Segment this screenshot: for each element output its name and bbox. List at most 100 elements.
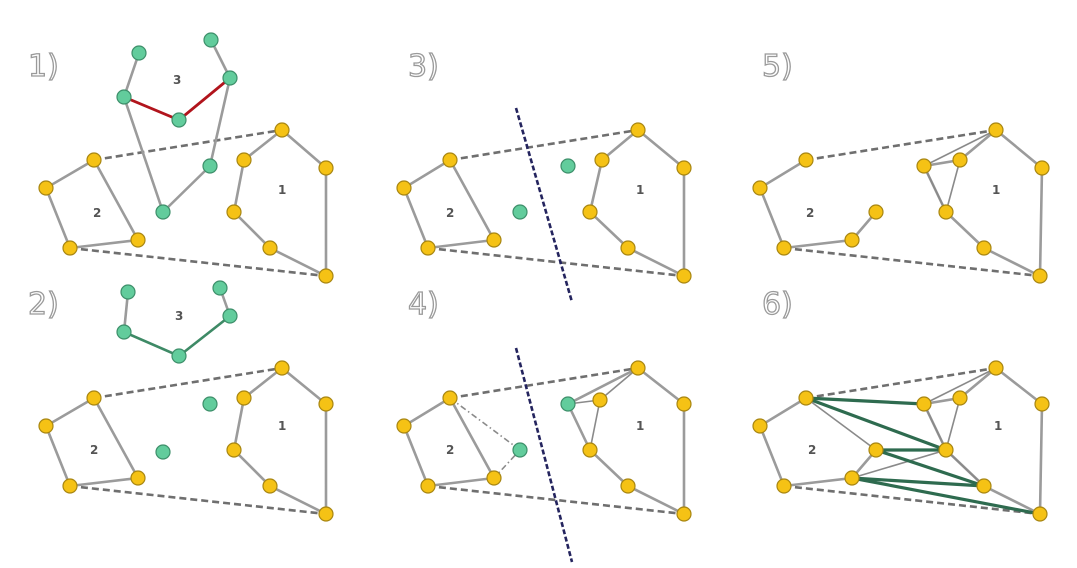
region-label-2: 2 xyxy=(93,206,101,220)
vertex xyxy=(442,152,458,168)
dashed-link xyxy=(93,128,283,162)
vertex xyxy=(938,204,954,220)
cut-line xyxy=(514,107,574,303)
region-label-1: 1 xyxy=(636,419,644,433)
vertex xyxy=(916,158,932,174)
chain-edge xyxy=(122,95,165,214)
chain-edge xyxy=(208,76,232,168)
panel-6: 6) xyxy=(752,286,1050,522)
panel-4: 4) 2 1 xyxy=(396,286,692,563)
vertex xyxy=(318,396,334,412)
vertex xyxy=(776,240,792,256)
vertex xyxy=(976,240,992,256)
vertex xyxy=(130,470,146,486)
thin-edge xyxy=(599,367,639,401)
polygon-2 xyxy=(402,396,497,488)
vertex xyxy=(512,204,528,220)
vertex xyxy=(560,396,576,412)
vertex xyxy=(592,392,608,408)
thin-edge xyxy=(945,397,961,451)
vertex xyxy=(226,204,242,220)
vertex xyxy=(676,160,692,176)
thin-edge xyxy=(923,129,997,167)
vertex xyxy=(222,70,238,86)
dashed-link xyxy=(69,484,327,516)
vertex xyxy=(752,418,768,434)
vertex xyxy=(120,284,136,300)
vertex xyxy=(203,32,219,48)
region-label-3: 3 xyxy=(175,309,183,323)
vertex xyxy=(1032,506,1048,522)
vertex xyxy=(86,390,102,406)
region-label-2: 2 xyxy=(808,443,816,457)
vertex xyxy=(86,152,102,168)
vertex-group xyxy=(396,360,692,522)
region-label-1: 1 xyxy=(278,183,286,197)
vertex xyxy=(776,478,792,494)
bridge-edge xyxy=(875,448,985,488)
vertex xyxy=(116,324,132,340)
vertex xyxy=(676,268,692,284)
chain-edge xyxy=(122,51,141,99)
panel-5: 5) 2 1 xyxy=(752,48,1050,284)
vertex xyxy=(620,478,636,494)
dashed-link xyxy=(805,128,997,162)
region-label-2: 2 xyxy=(90,443,98,457)
dashed-link xyxy=(805,366,997,400)
dashed-link xyxy=(93,366,283,400)
vertex xyxy=(318,268,334,284)
vertex xyxy=(262,478,278,494)
region-label-1: 1 xyxy=(278,419,286,433)
panel-label-5: 5) xyxy=(762,49,793,84)
dashed-link xyxy=(69,246,327,278)
vertex xyxy=(130,232,146,248)
vertex xyxy=(976,478,992,494)
bridge-edge xyxy=(851,476,985,488)
dashdot-link xyxy=(449,397,522,479)
vertex xyxy=(952,152,968,168)
dashed-link xyxy=(449,366,639,400)
polygon-2 xyxy=(758,396,878,488)
vertex-group xyxy=(396,122,692,284)
region-label-3: 3 xyxy=(173,73,181,87)
vertex xyxy=(236,390,252,406)
region-label-1: 1 xyxy=(992,183,1000,197)
bridge-edge xyxy=(805,396,925,406)
vertex xyxy=(1034,160,1050,176)
cut-line xyxy=(514,347,574,563)
vertex xyxy=(262,240,278,256)
thin-edge xyxy=(923,165,947,213)
vertex xyxy=(988,360,1004,376)
dashed-link xyxy=(427,246,685,278)
chain-edge xyxy=(161,164,212,214)
thin-edge xyxy=(923,367,997,405)
vertex xyxy=(798,152,814,168)
vertex-group xyxy=(38,280,334,522)
vertex xyxy=(155,204,171,220)
vertex xyxy=(222,308,238,324)
panel-label-2: 2) xyxy=(28,287,59,322)
vertex xyxy=(131,45,147,61)
vertex xyxy=(560,158,576,174)
vertex xyxy=(582,204,598,220)
thin-edge xyxy=(851,449,947,479)
vertex xyxy=(844,232,860,248)
vertex xyxy=(171,112,187,128)
vertex xyxy=(318,506,334,522)
polygon-1 xyxy=(588,128,686,279)
vertex xyxy=(212,280,228,296)
vertex xyxy=(868,204,884,220)
vertex xyxy=(594,152,610,168)
vertex xyxy=(988,122,1004,138)
thin-edge xyxy=(945,159,961,213)
vertex xyxy=(938,442,954,458)
vertex xyxy=(171,348,187,364)
vertex xyxy=(868,442,884,458)
panel-3: 3) 2 1 xyxy=(396,48,692,303)
polygon-2 xyxy=(44,396,141,488)
vertex xyxy=(620,240,636,256)
thin-edge xyxy=(945,449,985,487)
dashed-link xyxy=(783,246,1041,278)
vertex xyxy=(38,180,54,196)
